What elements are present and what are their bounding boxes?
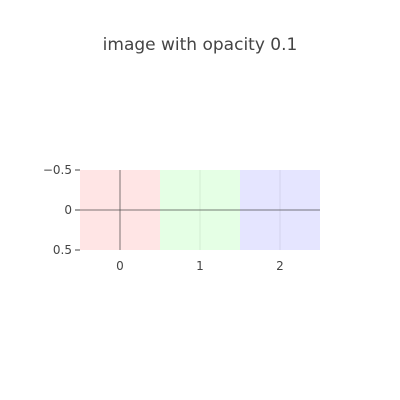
x-tick-label-1: 1 [196,259,204,273]
x-axis-ticks: 0 1 2 [116,259,284,273]
x-tick-label-2: 2 [276,259,284,273]
chart-title: image with opacity 0.1 [103,35,298,55]
y-axis-ticks: −0.5 0 0.5 [43,163,80,257]
y-tick-label-0: −0.5 [43,163,72,177]
zero-lines [80,170,320,250]
y-tick-label-1: 0 [64,203,72,217]
x-tick-label-0: 0 [116,259,124,273]
y-tick-label-2: 0.5 [53,243,72,257]
